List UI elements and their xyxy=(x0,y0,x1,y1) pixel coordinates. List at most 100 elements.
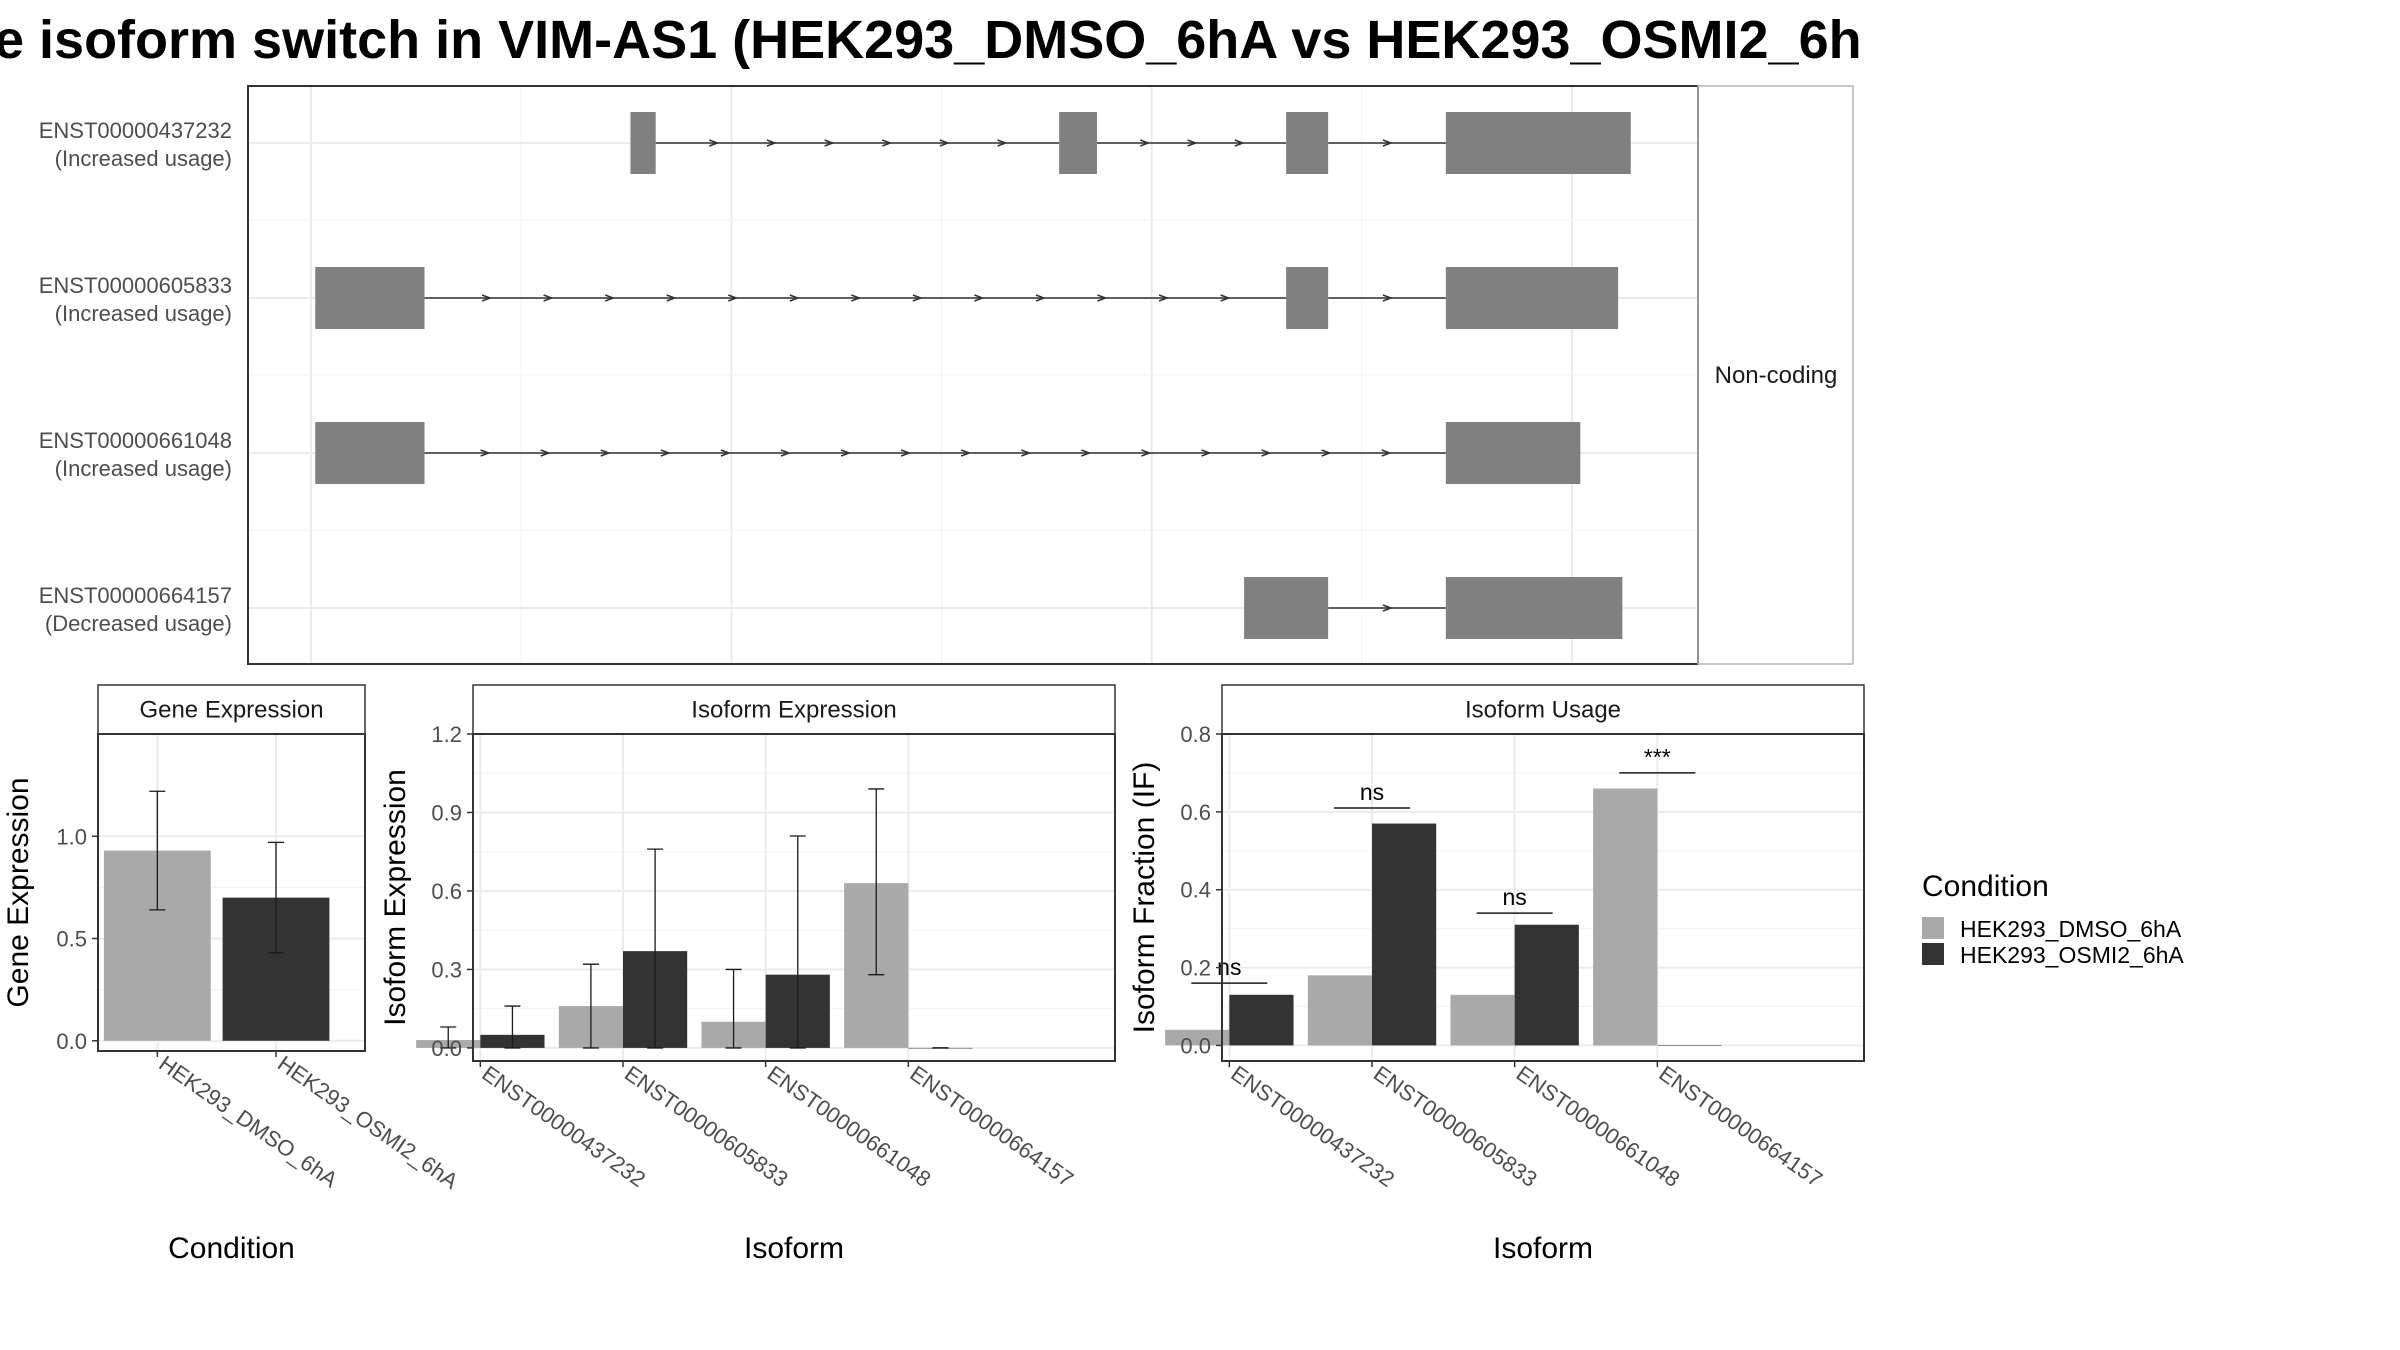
x-axis-title: Isoform xyxy=(744,1232,844,1265)
panel-frame xyxy=(97,733,366,1052)
y-axis-title: Isoform Fraction (IF) xyxy=(1128,762,1161,1034)
intron-arrow xyxy=(780,449,792,457)
exon-block xyxy=(1445,577,1623,639)
transcript-usage-label: (Decreased usage) xyxy=(45,611,232,636)
exon-block xyxy=(1059,112,1097,174)
intron-arrow xyxy=(1321,449,1332,457)
legend-label-dmso: HEK293_DMSO_6hA xyxy=(1960,916,2182,942)
gene-expression-panel: Gene Expression0.00.51.0HEK293_DMSO_6hAH… xyxy=(2,684,463,1265)
isoform-expression-panel: Isoform Expression0.00.30.60.91.2ENST000… xyxy=(379,684,1116,1265)
exon-block xyxy=(1445,422,1581,484)
exon-block xyxy=(1445,267,1619,329)
intron-arrow xyxy=(540,449,551,457)
y-axis-title: Isoform Expression xyxy=(379,769,412,1026)
bar xyxy=(1165,1029,1230,1046)
y-tick-label: 1.0 xyxy=(56,824,87,849)
intron-arrow xyxy=(900,449,912,457)
intron-arrow xyxy=(660,449,671,457)
panel-strip-title: Isoform Usage xyxy=(1465,697,1621,724)
panel-strip-title: Gene Expression xyxy=(139,697,323,724)
intron-arrow xyxy=(1035,294,1047,302)
intron-arrow xyxy=(709,139,720,147)
transcript-id-label: ENST00000664157 xyxy=(39,583,232,608)
panel-strip-title: Isoform Expression xyxy=(691,697,896,724)
y-tick-label: 0.9 xyxy=(431,800,462,825)
intron-arrow xyxy=(600,449,611,457)
legend-swatch-dmso xyxy=(1922,917,1944,939)
intron-arrow xyxy=(1234,139,1245,147)
legend-label-osmi2: HEK293_OSMI2_6hA xyxy=(1960,942,2184,968)
bar xyxy=(1229,994,1294,1046)
y-tick-label: 0.4 xyxy=(1180,878,1211,903)
intron-arrow xyxy=(543,294,554,302)
panel-frame xyxy=(472,733,1116,1062)
y-tick-label: 0.0 xyxy=(1180,1033,1211,1058)
intron-arrow xyxy=(881,139,893,147)
intron-arrow xyxy=(997,139,1008,147)
y-axis-title: Gene Expression xyxy=(2,777,35,1007)
intron-arrow xyxy=(912,294,923,302)
significance-label: ns xyxy=(1503,884,1527,910)
structure-plot-area xyxy=(315,112,1631,639)
intron-arrow xyxy=(481,294,493,302)
transcript-id-label: ENST00000661048 xyxy=(39,428,232,453)
legend-title: Condition xyxy=(1922,870,2049,903)
legend-swatch-osmi2 xyxy=(1922,943,1944,965)
exon-block xyxy=(1445,112,1631,174)
transcript-usage-label: (Increased usage) xyxy=(55,456,232,481)
intron-arrow xyxy=(1140,139,1151,147)
exon-block xyxy=(630,112,656,174)
intron-arrow xyxy=(1097,294,1108,302)
bar xyxy=(1450,994,1515,1046)
intron-arrow xyxy=(1187,139,1198,147)
x-axis-title: Isoform xyxy=(1493,1232,1593,1265)
legend: Condition HEK293_DMSO_6hA HEK293_OSMI2_6… xyxy=(1922,870,2184,968)
structure-strip-label: Non-coding xyxy=(1715,362,1838,389)
intron-arrow xyxy=(1201,449,1212,457)
intron-arrow xyxy=(1261,449,1272,457)
intron-arrow xyxy=(766,139,778,147)
transcript-id-label: ENST00000437232 xyxy=(39,118,232,143)
bar xyxy=(1514,924,1579,1046)
intron-arrow xyxy=(960,449,972,457)
bar xyxy=(1307,975,1372,1046)
exon-block xyxy=(1286,112,1329,174)
transcript-usage-label: (Increased usage) xyxy=(55,146,232,171)
transcript-labels: ENST00000437232 (Increased usage) ENST0000… xyxy=(39,118,232,636)
bar xyxy=(1593,788,1658,1046)
y-tick-label: 0.8 xyxy=(1180,722,1211,747)
y-tick-label: 0.0 xyxy=(431,1036,462,1061)
panel-strip xyxy=(97,684,366,735)
transcript-usage-label: (Increased usage) xyxy=(55,301,232,326)
intron-arrow xyxy=(1382,139,1394,147)
x-axis-title: Condition xyxy=(168,1232,295,1265)
intron-arrow xyxy=(789,294,800,302)
y-tick-label: 1.2 xyxy=(431,722,462,747)
intron-arrow xyxy=(824,139,835,147)
panel-frame xyxy=(1221,733,1865,1062)
intron-arrow xyxy=(727,294,739,302)
intron-arrow xyxy=(480,449,491,457)
intron-arrow xyxy=(1158,294,1170,302)
panel-strip xyxy=(1221,684,1865,735)
intron-arrow xyxy=(1081,449,1092,457)
intron-arrow xyxy=(974,294,985,302)
significance-label: *** xyxy=(1644,744,1671,770)
transcript-id-label: ENST00000605833 xyxy=(39,273,232,298)
bar xyxy=(1657,1045,1722,1046)
intron-arrow xyxy=(1381,449,1392,457)
intron-arrow xyxy=(1382,294,1394,302)
intron-arrow xyxy=(939,139,951,147)
intron-arrow xyxy=(1141,449,1152,457)
intron-arrow xyxy=(840,449,852,457)
y-tick-label: 0.6 xyxy=(431,879,462,904)
y-tick-label: 0.5 xyxy=(56,927,87,952)
exon-block xyxy=(315,267,425,329)
intron-arrow xyxy=(1382,604,1394,612)
bar xyxy=(1372,823,1437,1046)
y-tick-label: 0.3 xyxy=(431,957,462,982)
intron-arrow xyxy=(604,294,616,302)
intron-arrow xyxy=(1220,294,1231,302)
exon-block xyxy=(315,422,425,484)
